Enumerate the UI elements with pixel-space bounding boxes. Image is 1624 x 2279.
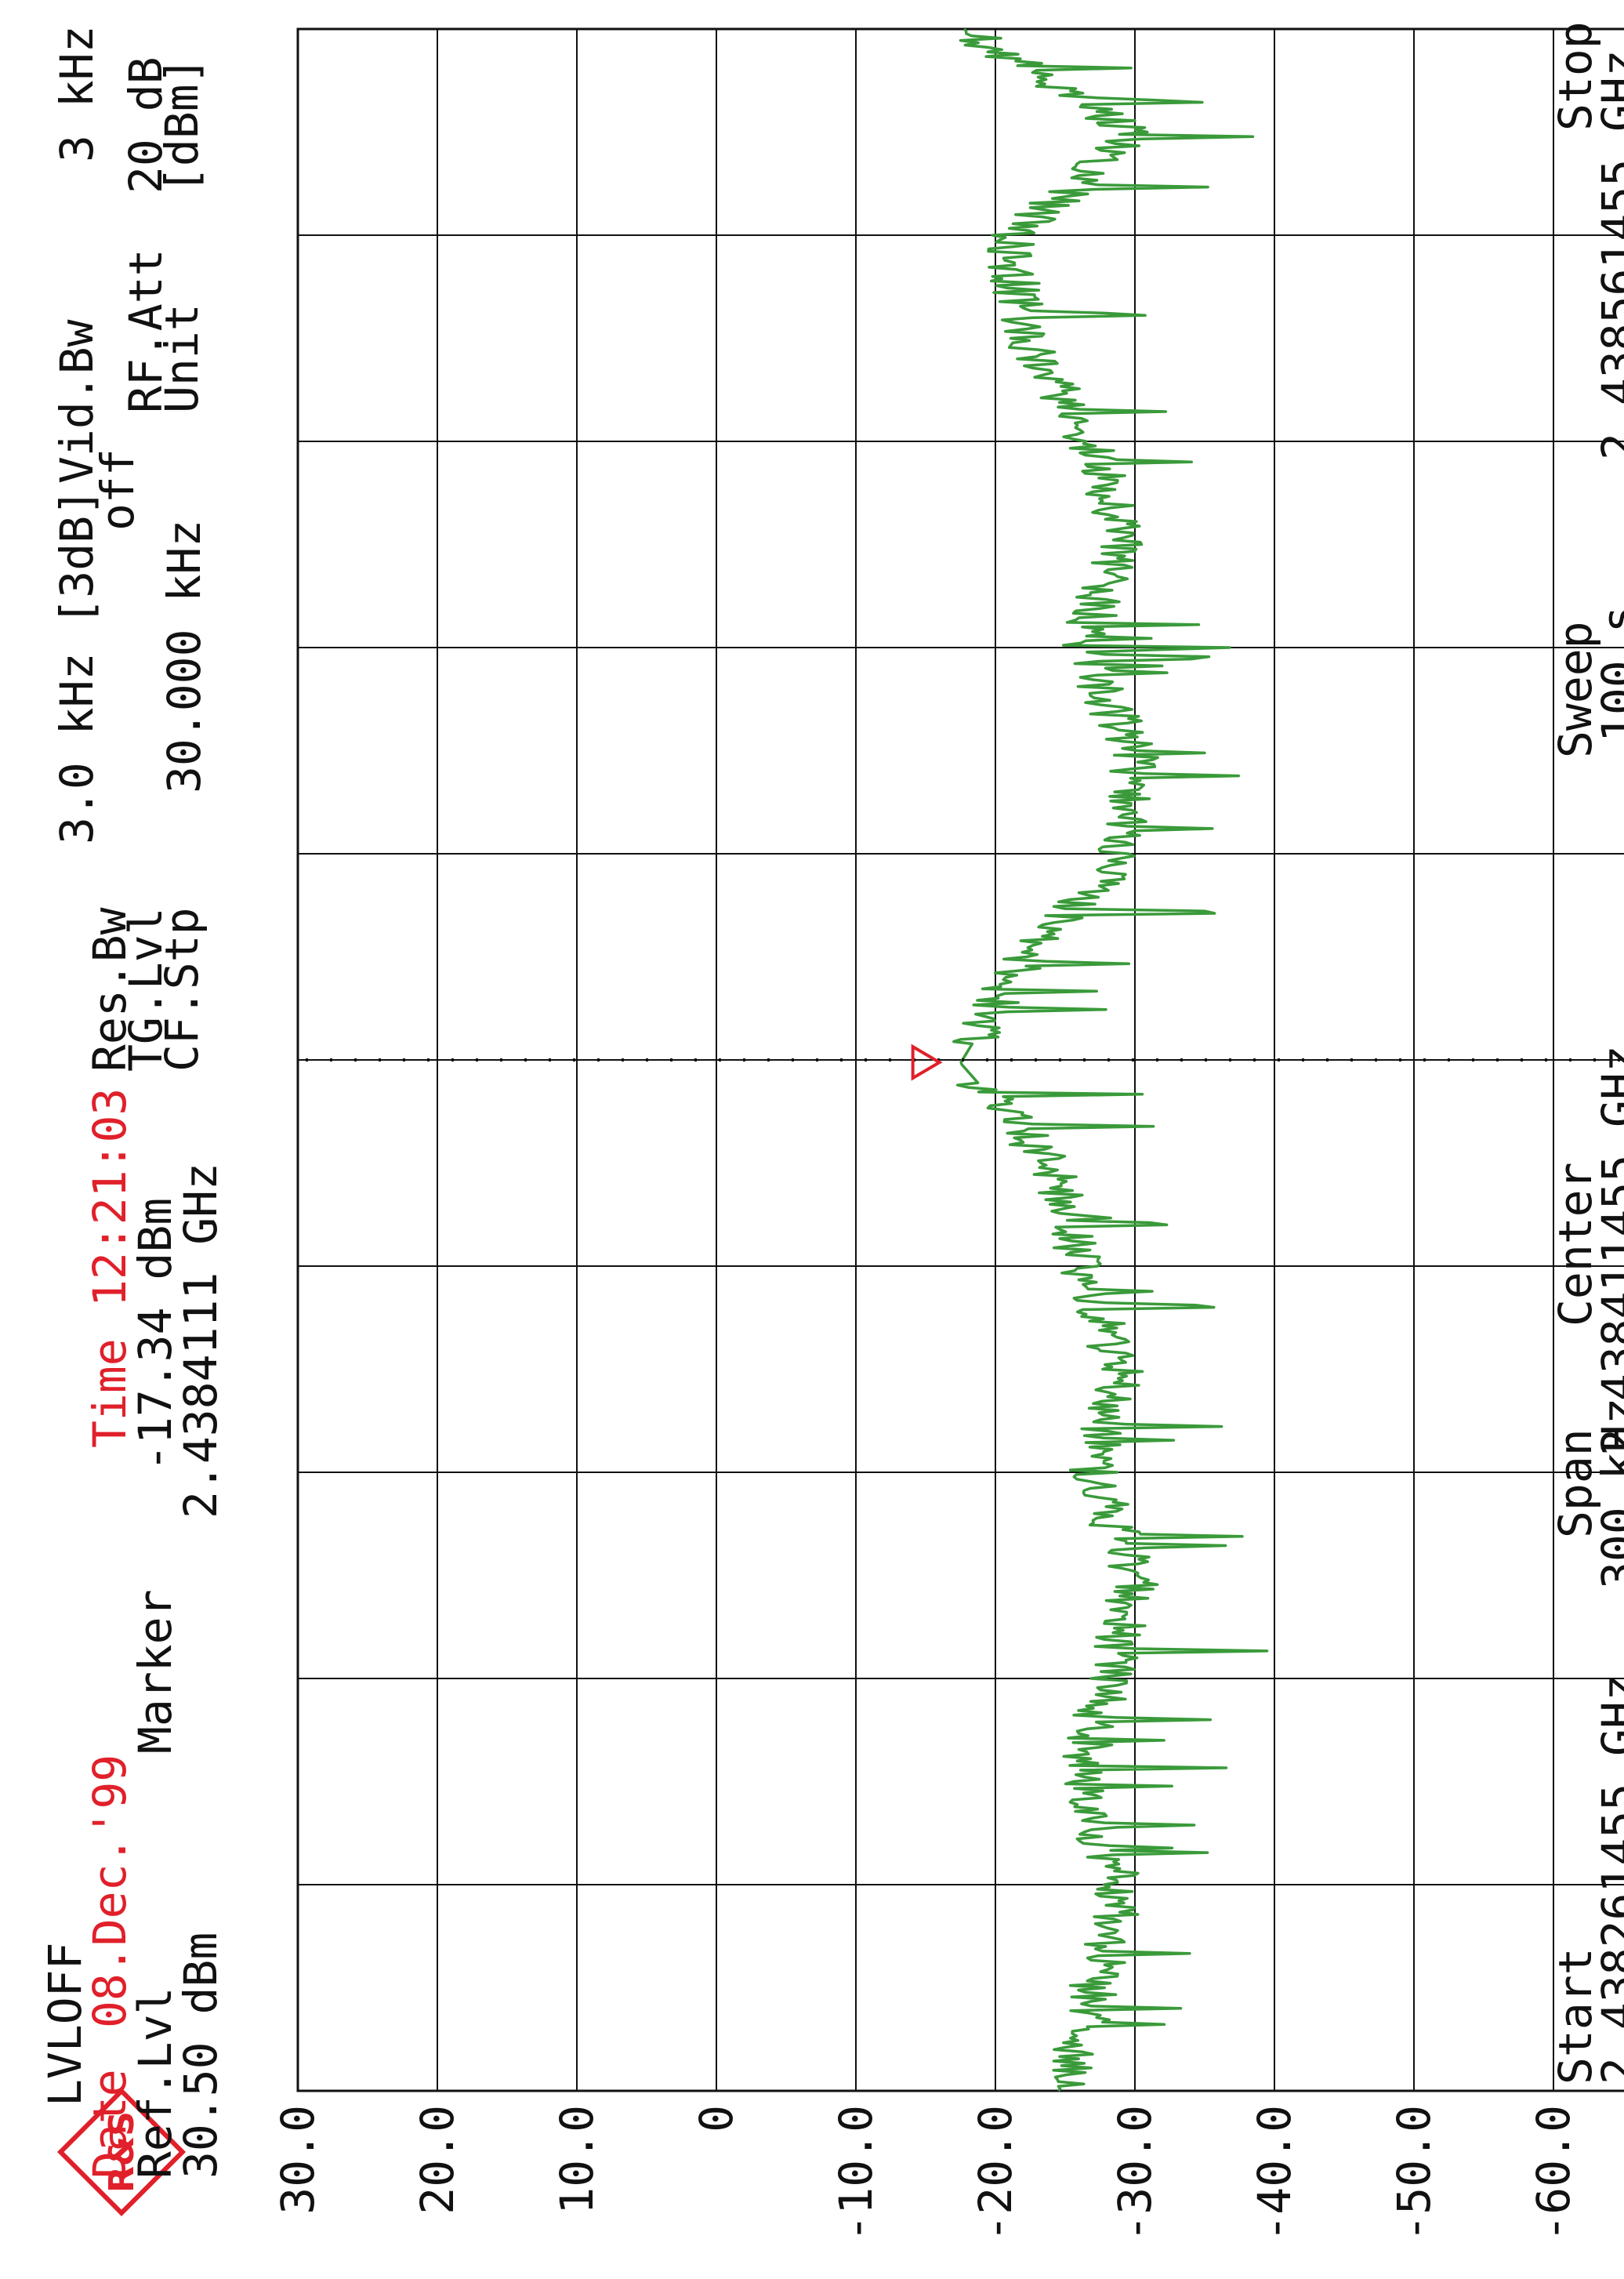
sweep-label: Sweep <box>1549 621 1602 758</box>
y-tick-label: -30.0 <box>1108 2105 1162 2242</box>
span-value: 300 kHz <box>1592 1398 1624 1589</box>
ref-lvl-value: 30.50 dBm <box>174 1932 227 2179</box>
y-tick-label: -10.0 <box>829 2105 883 2242</box>
unit-value: [dBm] <box>155 56 208 194</box>
cf-stp-label: CF.Stp <box>155 907 208 1072</box>
rs-logo: R&S <box>56 2087 187 2217</box>
res-bw-label: Res.Bw <box>83 907 136 1072</box>
marker-frequency: 2.4384111 GHz <box>174 1163 227 1519</box>
footer: Start 2.438261455 GHz Span 300 kHz Cente… <box>1549 21 1624 2085</box>
y-tick-label: -20.0 <box>969 2105 1022 2242</box>
plot-frame <box>296 27 1624 2092</box>
marker-label: Marker <box>129 1589 182 1754</box>
rs-logo-text: R&S <box>102 2111 142 2193</box>
start-label: Start <box>1549 1947 1602 2085</box>
y-axis-labels: 30.0 20.0 10.0 0 -10.0 -20.0 -30.0 -40.0 -50.0 -6… <box>271 2105 1580 2242</box>
mode-label: LVLOFF <box>38 1942 92 2107</box>
stop-label: Stop <box>1549 21 1602 131</box>
center-label: Center <box>1549 1162 1602 1326</box>
header: LVLOFF Date 08.Dec.'99 Time 12:21:03 Ref… <box>38 25 227 2179</box>
y-tick-label: 30.0 <box>271 2105 324 2215</box>
marker-triangle <box>911 1043 943 1081</box>
sweep-value: 100 s <box>1592 605 1624 742</box>
rotated-view: LVLOFF Date 08.Dec.'99 Time 12:21:03 Ref… <box>38 21 1624 2242</box>
time-value: 12:21:03 <box>83 1088 136 1307</box>
y-tick-label: 20.0 <box>411 2105 464 2215</box>
y-tick-label: 0 <box>690 2105 743 2132</box>
y-tick-label: 10.0 <box>550 2105 604 2215</box>
center-value: 2.438411455 GHz <box>1592 1045 1624 1456</box>
date-label: Date <box>83 2069 136 2179</box>
y-tick-label: -50.0 <box>1387 2105 1441 2242</box>
cf-stp-value: 30.000 kHz <box>158 520 211 793</box>
marker-level: -17.34 dBm <box>129 1198 182 1472</box>
tg-lvl-value: off <box>91 448 144 531</box>
res-bw-value: 3.0 kHz [3dB] <box>50 488 103 844</box>
date-value: 08.Dec.'99 <box>83 1755 136 2028</box>
ref-lvl-label: Ref.Lvl <box>129 1987 182 2179</box>
y-tick-label: -40.0 <box>1248 2105 1301 2242</box>
stop-value: 2.438561455 GHz <box>1592 49 1624 460</box>
unit-label: Unit <box>155 303 208 413</box>
rf-att-value: 20 dB <box>119 56 172 194</box>
y-tick-label: -60.0 <box>1527 2105 1580 2242</box>
start-value: 2.438261455 GHz <box>1592 1674 1624 2085</box>
tg-lvl-label: TG.Lvl <box>119 907 172 1072</box>
rf-att-label: RF.Att <box>119 249 172 413</box>
span-label: Span <box>1549 1428 1602 1538</box>
vid-bw-label: Vid.Bw <box>50 319 103 484</box>
vid-bw-value: 3 kHz <box>50 25 103 162</box>
time-label: Time <box>83 1338 136 1448</box>
